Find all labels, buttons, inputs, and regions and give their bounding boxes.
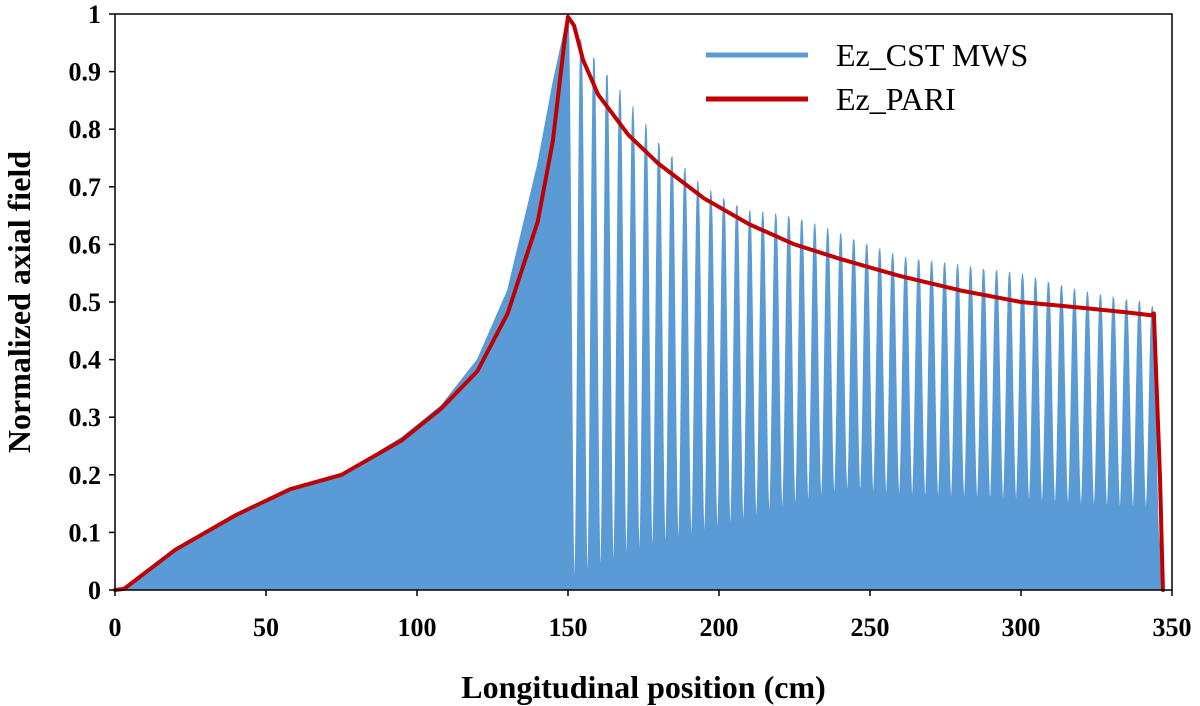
y-axis-title: Normalized axial field [1,151,37,453]
legend-label-ez-pari: Ez_PARI [836,81,956,117]
y-tick-label: 1 [88,0,101,29]
axes [109,13,1173,596]
series-ez-pari [113,14,1165,592]
tick-labels: 0 50 100 150 200 250 300 350 0 0.1 0.2 0.3 0.4 0.5 0.6… [69,0,1192,642]
series-ez-cst-mws [115,13,1164,591]
y-tick-label: 0.9 [69,58,102,87]
y-tick-label: 0.5 [69,288,102,317]
x-tick-label: 150 [549,613,588,642]
legend: Ez_CST MWS Ez_PARI [706,37,1028,117]
y-tick-label: 0.1 [69,518,102,547]
y-tick-label: 0.4 [69,346,102,375]
legend-label-ez-cst-mws: Ez_CST MWS [836,37,1028,73]
y-tick-label: 0.2 [69,461,102,490]
x-tick-label: 200 [700,613,739,642]
y-tick-label: 0.6 [69,230,102,259]
y-tick-label: 0.8 [69,115,102,144]
y-tick-label: 0.3 [69,403,102,432]
x-tick-label: 50 [253,613,279,642]
x-tick-label: 0 [109,613,122,642]
x-tick-label: 350 [1153,613,1192,642]
y-tick-label: 0.7 [69,173,102,202]
plot-area [113,13,1165,592]
x-tick-label: 300 [1002,613,1041,642]
x-tick-label: 100 [398,613,437,642]
x-tick-label: 250 [851,613,890,642]
x-axis-title: Longitudinal position (cm) [461,669,826,705]
y-tick-label: 0 [88,576,101,605]
